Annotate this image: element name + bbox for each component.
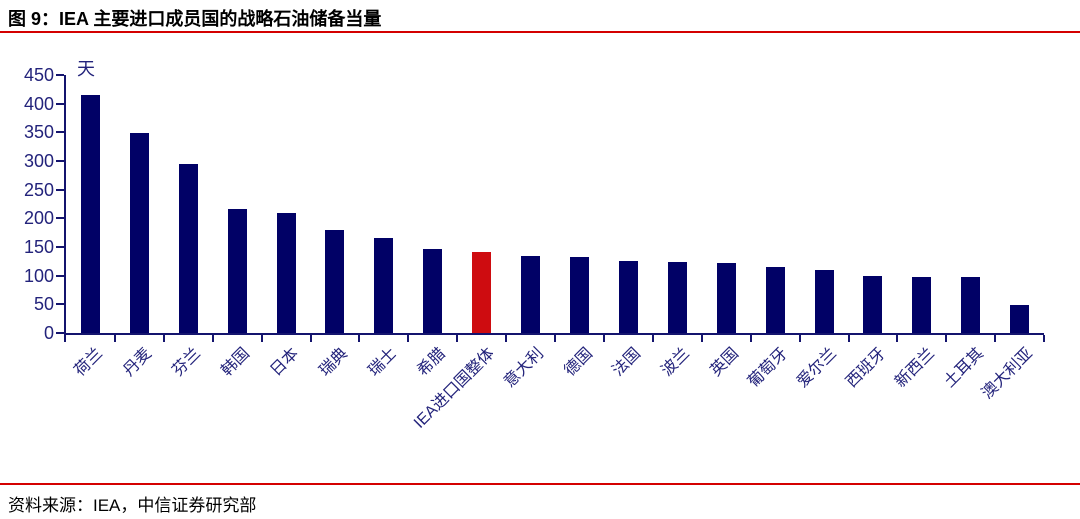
bar-slot: 荷兰 bbox=[66, 75, 116, 380]
bar-slot: 新西兰 bbox=[892, 75, 948, 391]
bar-slot: 澳大利亚 bbox=[978, 75, 1046, 402]
x-axis-label: 英国 bbox=[707, 345, 743, 380]
bar-slot: 爱尔兰 bbox=[794, 75, 850, 391]
bar-slot: 意大利 bbox=[501, 75, 556, 391]
y-axis-tick-label: 400 bbox=[23, 93, 54, 114]
x-axis-label: 芬兰 bbox=[169, 345, 205, 380]
source-note: 资料来源：IEA，中信证券研究部 bbox=[8, 496, 257, 515]
bar bbox=[129, 133, 149, 333]
x-axis-label: 丹麦 bbox=[120, 345, 156, 380]
bar bbox=[178, 163, 198, 333]
y-axis-tick-label: 100 bbox=[23, 265, 54, 286]
bar-slot: 丹麦 bbox=[115, 75, 165, 380]
x-axis-label: 土耳其 bbox=[940, 345, 987, 391]
bar-slot: 日本 bbox=[262, 75, 312, 380]
x-axis-label: 澳大利亚 bbox=[978, 345, 1036, 403]
bar-slot: 英国 bbox=[702, 75, 752, 380]
bar bbox=[276, 212, 296, 333]
bar-slot: 德国 bbox=[555, 75, 605, 380]
x-axis-label: 韩国 bbox=[218, 345, 254, 380]
bar bbox=[80, 95, 100, 333]
y-axis-tick bbox=[56, 274, 64, 277]
bar-slot: 瑞典 bbox=[311, 75, 361, 380]
bar-slot: 希腊 bbox=[408, 75, 459, 380]
x-axis-label: 希腊 bbox=[414, 345, 449, 380]
bottom-rule bbox=[0, 483, 1080, 485]
bar-slot: 法国 bbox=[604, 75, 654, 380]
x-axis-label: 瑞士 bbox=[365, 345, 400, 380]
y-axis-tick bbox=[56, 188, 64, 191]
bar-highlighted bbox=[472, 251, 492, 333]
y-axis-tick-label: 0 bbox=[43, 323, 54, 343]
y-axis-tick-label: 200 bbox=[23, 208, 54, 229]
bar bbox=[863, 276, 883, 333]
x-axis-label: 法国 bbox=[609, 345, 645, 380]
bar-slot: 芬兰 bbox=[164, 75, 214, 380]
x-axis-label: 葡萄牙 bbox=[745, 345, 792, 391]
x-axis-label: 波兰 bbox=[658, 345, 694, 380]
bar bbox=[325, 229, 345, 333]
bar bbox=[912, 277, 932, 333]
y-axis-tick bbox=[56, 74, 64, 76]
bar-slot: 土耳其 bbox=[941, 75, 997, 391]
bar bbox=[814, 269, 834, 333]
y-axis-tick-label: 50 bbox=[33, 294, 54, 315]
y-axis-tick bbox=[56, 160, 64, 162]
bar bbox=[1010, 304, 1030, 333]
bar-slot: IEA进口国整体 bbox=[411, 75, 508, 432]
page-title: 图 9：IEA 主要进口成员国的战略石油储备当量 bbox=[8, 9, 382, 29]
y-axis-tick-label: 350 bbox=[23, 122, 54, 143]
bar bbox=[521, 255, 541, 333]
y-axis-tick bbox=[56, 217, 64, 220]
y-axis-tick bbox=[56, 102, 64, 105]
x-axis-label: 日本 bbox=[267, 345, 303, 380]
x-axis-label: 荷兰 bbox=[71, 345, 107, 380]
y-axis-tick-label: 150 bbox=[23, 237, 54, 257]
y-axis-tick bbox=[56, 246, 64, 248]
bar bbox=[716, 263, 736, 333]
y-axis-unit-label: 天 bbox=[77, 59, 95, 79]
bar bbox=[618, 261, 638, 333]
bar bbox=[374, 238, 394, 333]
y-axis-tick bbox=[56, 131, 64, 134]
plot-area: 荷兰 丹麦 芬兰 韩国 日本 瑞典 瑞士 希腊 IEA进口国整体 意大利 德国 法国 波兰 英国 葡萄牙 爱尔… bbox=[64, 75, 1046, 432]
x-axis-label: 德国 bbox=[560, 345, 596, 380]
y-axis-tick-label: 300 bbox=[23, 151, 54, 171]
y-axis-tick bbox=[56, 303, 64, 306]
bar-slot: 西班牙 bbox=[843, 75, 899, 391]
x-axis-label: 瑞典 bbox=[316, 345, 352, 380]
bar-slot: 瑞士 bbox=[359, 75, 410, 380]
x-axis-label: 意大利 bbox=[500, 345, 547, 391]
bar bbox=[227, 208, 247, 333]
bar bbox=[423, 248, 443, 333]
y-axis-tick-label: 450 bbox=[23, 65, 54, 85]
x-axis-label: 西班牙 bbox=[843, 345, 889, 391]
y-axis-tick bbox=[56, 332, 64, 334]
bar-slot: 波兰 bbox=[653, 75, 703, 380]
bar bbox=[570, 256, 590, 333]
bar-slot: 韩国 bbox=[213, 75, 263, 380]
x-axis-label: 新西兰 bbox=[891, 345, 938, 391]
y-axis-tick-label: 250 bbox=[23, 179, 54, 200]
bar bbox=[765, 266, 785, 333]
bar bbox=[961, 277, 981, 333]
bar-slot: 葡萄牙 bbox=[745, 75, 801, 391]
x-axis-label: 爱尔兰 bbox=[794, 345, 841, 391]
bar bbox=[667, 261, 687, 333]
title-underline-rule bbox=[0, 31, 1080, 33]
